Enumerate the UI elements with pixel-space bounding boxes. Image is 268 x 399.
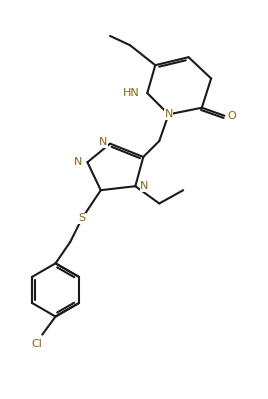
Text: N: N bbox=[99, 137, 107, 147]
Text: N: N bbox=[140, 181, 148, 191]
Text: Cl: Cl bbox=[31, 340, 42, 350]
Text: N: N bbox=[74, 157, 83, 167]
Text: O: O bbox=[228, 111, 236, 121]
Text: S: S bbox=[79, 213, 86, 223]
Text: HN: HN bbox=[123, 88, 140, 98]
Text: N: N bbox=[164, 109, 173, 119]
